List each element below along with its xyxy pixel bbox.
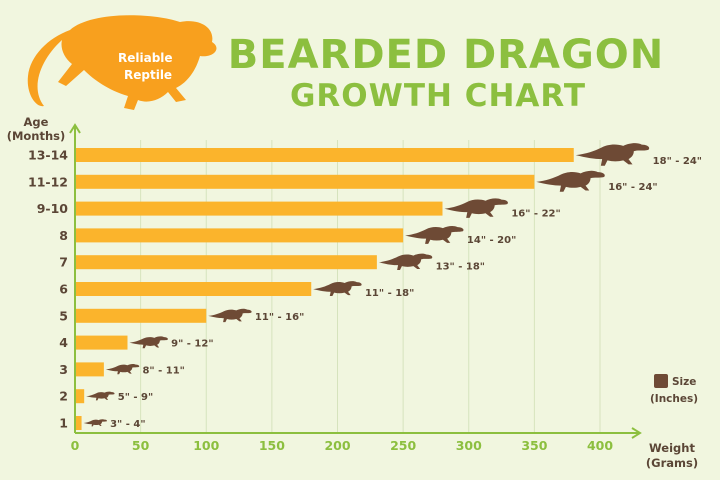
lizard-icon (536, 170, 605, 192)
logo-text-line2: Reptile (124, 68, 172, 82)
y-tick-label: 8 (59, 228, 68, 243)
x-tick-label: 100 (193, 438, 219, 453)
x-tick-label: 150 (259, 438, 285, 453)
lizard-icon (83, 419, 107, 427)
y-tick-label: 11-12 (28, 174, 68, 189)
lizard-icon (575, 143, 650, 166)
lizard-icon (405, 225, 464, 244)
y-tick-label: 13-14 (28, 148, 68, 163)
size-label: 13" - 18" (436, 262, 485, 273)
bar-age-8 (75, 228, 404, 243)
x-tick-label: 400 (587, 438, 613, 453)
x-tick-labels: 0 50 100 150 200 250 300 350 400 (71, 438, 614, 453)
y-tick-label: 9-10 (37, 201, 69, 216)
bars (75, 148, 574, 430)
size-label: 8" - 11" (142, 365, 184, 376)
x-axis-title: Weight (649, 441, 695, 455)
y-tick-label: 6 (59, 282, 68, 297)
y-axis-unit: (Months) (7, 129, 66, 143)
x-tick-label: 350 (521, 438, 547, 453)
size-label: 18" - 24" (653, 156, 702, 167)
x-tick-label: 300 (456, 438, 482, 453)
y-axis-arrow (69, 123, 81, 134)
y-tick-label: 1 (59, 416, 68, 431)
x-tick-label: 0 (71, 438, 80, 453)
legend-sublabel: (Inches) (650, 393, 698, 405)
gridlines (140, 140, 601, 433)
lizard-icon (313, 281, 362, 297)
y-tick-label: 2 (59, 389, 68, 404)
y-tick-label: 7 (59, 255, 68, 270)
y-tick-labels: 1 2 3 4 5 6 7 8 9-10 11-12 13-14 (28, 148, 68, 431)
size-label: 11" - 16" (255, 312, 304, 323)
bar-age-9-10 (75, 201, 443, 216)
lizard-icon (378, 253, 433, 270)
logo-text-line1: Reliable (118, 51, 173, 65)
bar-age-7 (75, 255, 377, 270)
lizard-icon (208, 308, 252, 323)
legend: Size (Inches) (650, 374, 698, 405)
bar-age-1 (75, 416, 82, 430)
x-tick-label: 50 (132, 438, 150, 453)
legend-swatch (654, 374, 668, 388)
size-markers: 3" - 4" 5" - 9" 8" - 11" 9" - 12" 11" - 16" 1… (83, 143, 702, 430)
logo-lizard-icon (27, 15, 217, 110)
x-axis-arrow (631, 427, 642, 439)
lizard-icon (129, 336, 168, 349)
y-axis-title: Age (24, 115, 49, 129)
lizard-icon (105, 364, 140, 375)
axes (69, 123, 642, 439)
lizard-icon (444, 198, 508, 218)
x-tick-label: 250 (390, 438, 416, 453)
y-tick-label: 5 (59, 308, 68, 323)
size-label: 11" - 18" (365, 288, 414, 299)
bar-age-2 (75, 389, 85, 404)
legend-label: Size (672, 376, 696, 388)
size-label: 16" - 22" (511, 209, 560, 220)
lizard-icon (86, 391, 115, 401)
chart-title-line2: GROWTH CHART (290, 78, 586, 114)
bar-age-11-12 (75, 174, 535, 189)
bar-age-3 (75, 362, 104, 377)
size-label: 5" - 9" (118, 392, 153, 403)
size-label: 16" - 24" (608, 182, 657, 193)
size-label: 14" - 20" (467, 235, 516, 246)
bar-age-5 (75, 308, 207, 323)
bar-age-13-14 (75, 148, 574, 162)
x-axis-unit: (Grams) (646, 456, 698, 470)
size-label: 3" - 4" (110, 419, 145, 430)
x-tick-label: 200 (324, 438, 350, 453)
y-tick-label: 4 (59, 335, 68, 350)
reliable-reptile-logo: Reliable Reptile (27, 15, 217, 110)
size-label: 9" - 12" (171, 339, 213, 350)
y-tick-label: 3 (59, 362, 68, 377)
bar-age-4 (75, 335, 128, 350)
chart-title-line1: BEARDED DRAGON (228, 32, 665, 78)
bar-age-6 (75, 282, 312, 296)
